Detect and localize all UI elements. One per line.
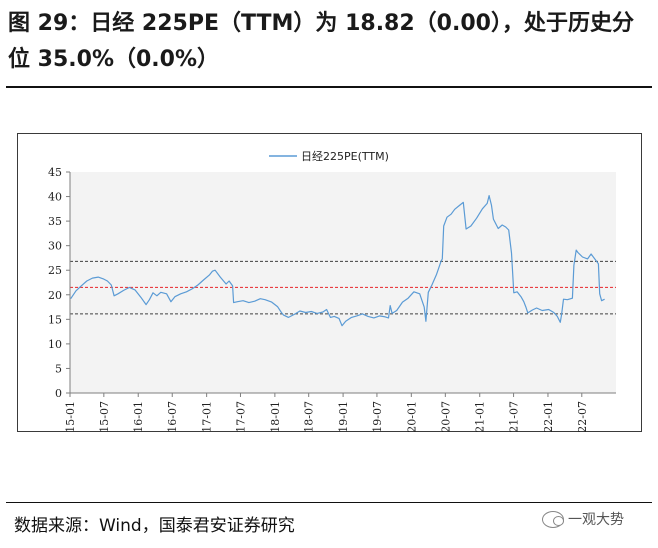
y-tick-label: 45 [48,166,62,179]
x-tick-label: 22-07 [576,401,589,433]
source-note: 数据来源：Wind，国泰君安证券研究 [14,516,295,536]
x-tick-label: 17-07 [234,401,247,433]
y-tick-label: 20 [48,289,62,302]
x-tick-label: 18-01 [269,401,282,433]
y-tick-label: 25 [48,264,62,277]
y-tick-label: 40 [48,191,62,204]
x-tick-label: 17-01 [201,401,214,433]
x-tick-label: 19-01 [337,401,350,433]
x-tick-label: 15-07 [98,401,111,433]
x-tick-label: 21-01 [474,401,487,433]
x-tick-label: 19-07 [371,401,384,433]
y-tick-labels: 0 5 10 15 20 25 30 35 40 45 [48,166,70,400]
footer-rule [6,502,652,503]
x-tick-label: 20-07 [439,401,452,433]
wechat-icon [542,510,564,528]
title-rule [6,86,652,88]
x-tick-label: 22-01 [542,401,555,433]
legend: 日经225PE(TTM) [269,150,389,163]
x-tick-labels: 15-01 15-07 16-01 16-07 17-01 17-07 18-01 18-07… [64,393,589,433]
watermark: 一观大势 [542,509,624,529]
plot-area [70,172,616,393]
x-tick-label: 20-01 [405,401,418,433]
x-tick-label: 16-07 [166,401,179,433]
reference-lines [70,260,616,315]
y-tick-label: 5 [55,362,62,375]
x-tick-label: 18-07 [303,401,316,433]
y-tick-label: 0 [55,387,62,400]
x-tick-label: 21-07 [508,401,521,433]
y-tick-label: 10 [48,338,62,351]
series-line-nikkei225-pe [70,195,605,327]
x-tick-label: 16-01 [132,401,145,433]
x-tick-label: 15-01 [64,401,77,433]
legend-label: 日经225PE(TTM) [301,150,389,163]
y-tick-label: 30 [48,240,62,253]
y-tick-label: 15 [48,313,62,326]
figure-title: 图 29：日经 225PE（TTM）为 18.82（0.00），处于历史分位 3… [8,11,634,72]
watermark-label: 一观大势 [568,512,624,528]
y-tick-label: 35 [48,215,62,228]
